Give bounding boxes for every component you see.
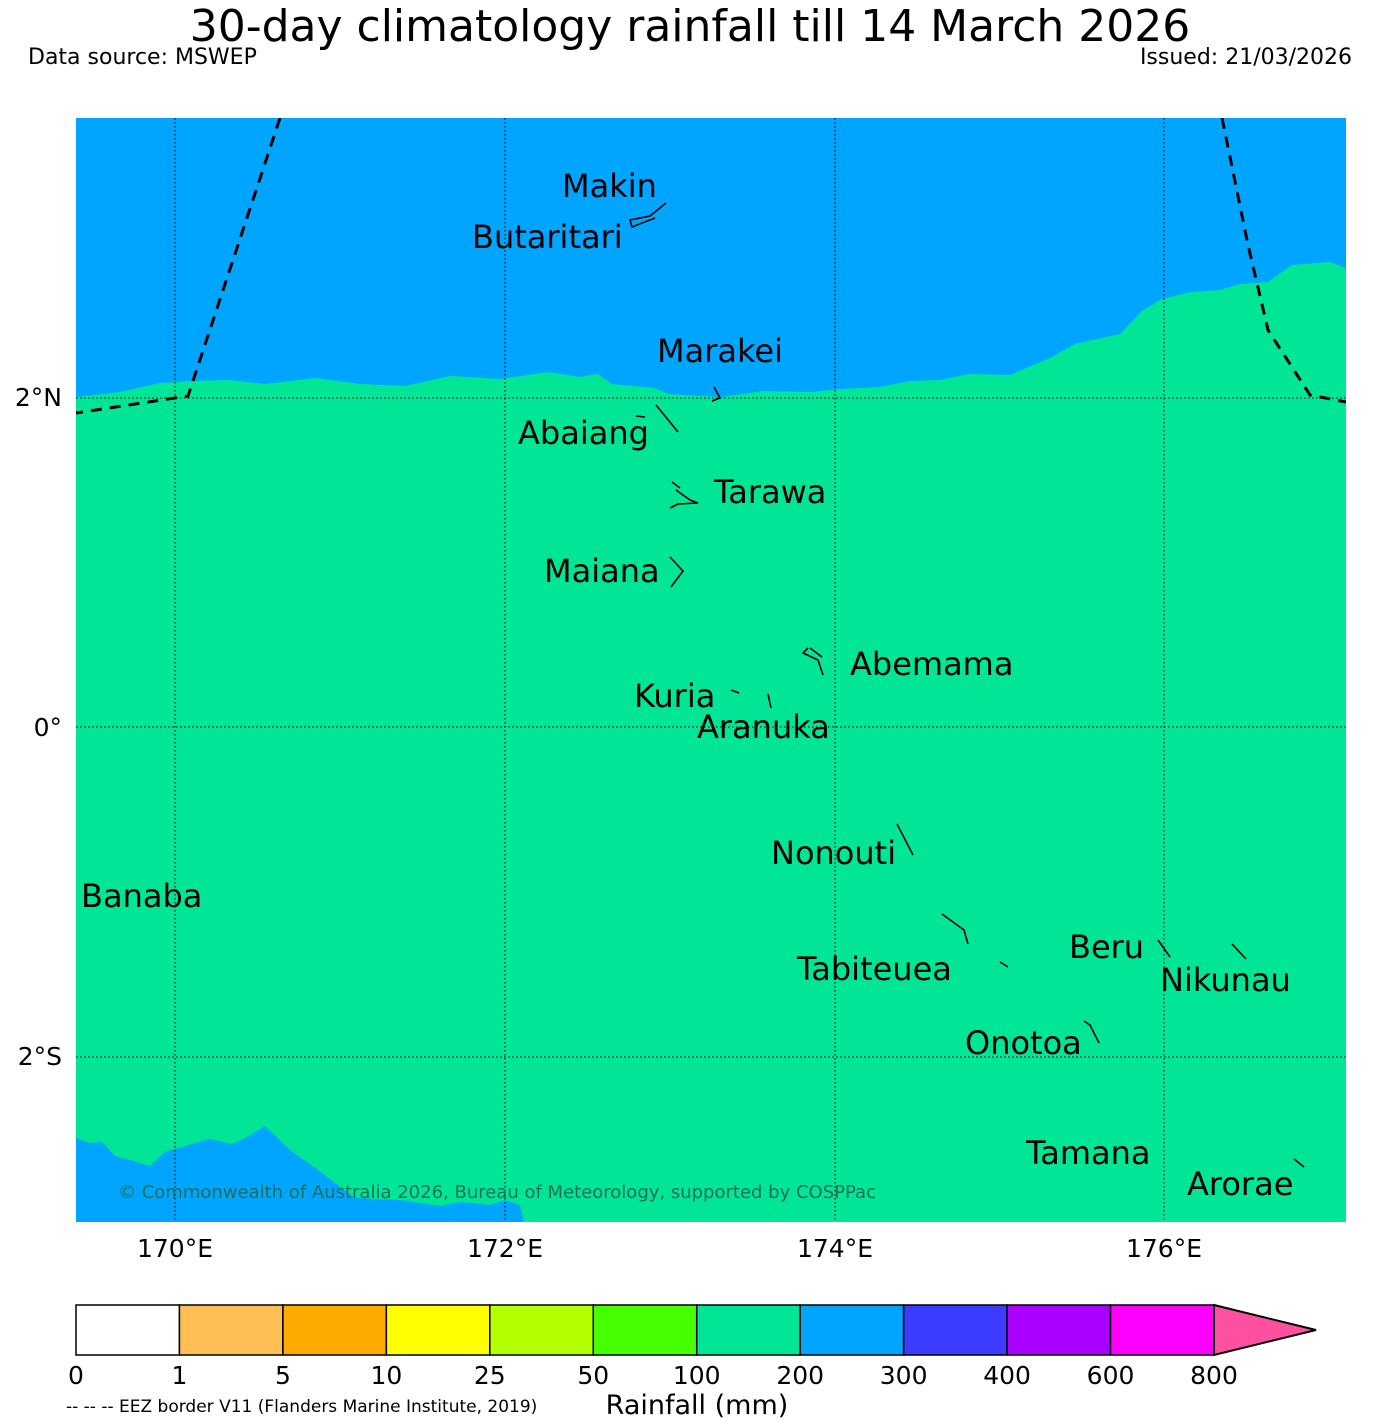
issued-date-label: Issued: 21/03/2026 [1139, 45, 1352, 70]
island-abaiang-shape [635, 404, 679, 433]
colorbar-cell-300-400 [902, 1304, 1008, 1356]
colorbar-tick-labels: 0 1 5 10 25 50 100 200 300 400 600 800 [68, 1361, 1238, 1390]
place-label-banaba: Banaba [81, 877, 202, 915]
colorbar-cell-10-25 [385, 1304, 491, 1356]
colorbar: 0 1 5 10 25 50 100 200 300 400 600 800 Rainfall (mm… [68, 1303, 1317, 1421]
map-title: 30-day climatology rainfall till 14 Marc… [189, 1, 1191, 52]
place-label-abemama: Abemama [850, 645, 1013, 683]
place-label-abaiang: Abaiang [518, 414, 649, 452]
lon-label-176e: 176°E [1126, 1234, 1202, 1263]
copyright-notice: © Commonwealth of Australia 2026, Bureau… [118, 1182, 876, 1203]
colorbar-tick-400: 400 [983, 1361, 1031, 1390]
place-label-makin: Makin [562, 167, 657, 205]
lat-label-2s: 2°S [18, 1042, 62, 1071]
island-nonouti-shape [896, 823, 914, 856]
place-label-aranuka: Aranuka [697, 708, 830, 746]
colorbar-cell-50-100 [592, 1304, 698, 1356]
colorbar-tick-100: 100 [673, 1361, 721, 1390]
colorbar-cell-25-50 [489, 1304, 595, 1356]
colorbar-cell-200-300 [799, 1304, 905, 1356]
colorbar-cell-0-1 [75, 1304, 181, 1356]
place-label-nikunau: Nikunau [1160, 961, 1291, 999]
colorbar-title: Rainfall (mm) [606, 1390, 789, 1421]
place-label-tarawa: Tarawa [713, 473, 826, 511]
island-tarawa-shape [669, 481, 699, 509]
place-label-tabiteuea: Tabiteuea [796, 950, 952, 988]
place-label-butaritari: Butaritari [472, 218, 623, 256]
colorbar-tick-300: 300 [880, 1361, 928, 1390]
colorbar-cells [75, 1304, 1215, 1356]
colorbar-extend-arrow [1213, 1303, 1317, 1357]
lon-label-170e: 170°E [137, 1234, 213, 1263]
colorbar-tick-600: 600 [1087, 1361, 1135, 1390]
colorbar-tick-800: 800 [1190, 1361, 1238, 1390]
place-label-tamana: Tamana [1025, 1134, 1151, 1172]
island-tabiteuea-north-shape [941, 913, 969, 945]
island-nikunau-shape [1231, 943, 1247, 960]
map-area: Makin Butaritari Marakei Abaiang Tarawa … [76, 118, 1346, 1222]
colorbar-tick-50: 50 [577, 1361, 609, 1390]
island-aranuka-shape [767, 693, 772, 709]
colorbar-cell-1-5 [178, 1304, 284, 1356]
graticule [76, 118, 1346, 1222]
colorbar-tick-0: 0 [68, 1361, 84, 1390]
colorbar-cell-400-600 [1006, 1304, 1112, 1356]
island-outlines [628, 202, 1305, 1168]
place-label-onotoa: Onotoa [965, 1024, 1082, 1062]
colorbar-cell-5-10 [282, 1304, 388, 1356]
data-source-label: Data source: MSWEP [28, 45, 257, 70]
colorbar-tick-1: 1 [172, 1361, 188, 1390]
colorbar-tick-200: 200 [776, 1361, 824, 1390]
rainfall-band-100-200 [76, 262, 1346, 1222]
colorbar-cell-600-800 [1109, 1304, 1215, 1356]
eez-border [76, 118, 1346, 415]
lon-label-172e: 172°E [467, 1234, 543, 1263]
island-butaritari-shape [628, 202, 667, 229]
island-abemama-shape [801, 647, 824, 676]
island-kuria-shape [730, 689, 740, 694]
place-label-marakei: Marakei [657, 332, 783, 370]
lon-label-174e: 174°E [797, 1234, 873, 1263]
island-marakei-shape [711, 386, 722, 402]
colorbar-cell-100-200 [695, 1304, 801, 1356]
place-label-maiana: Maiana [544, 552, 660, 590]
lat-label-0: 0° [34, 713, 62, 742]
eez-border-note: -- -- -- EEZ border V11 (Flanders Marine… [66, 1397, 537, 1417]
colorbar-tick-25: 25 [474, 1361, 506, 1390]
place-label-arorae: Arorae [1187, 1165, 1293, 1203]
colorbar-tick-5: 5 [275, 1361, 291, 1390]
island-arorae-shape [1293, 1158, 1305, 1168]
place-label-nonouti: Nonouti [771, 834, 896, 872]
island-tabiteuea-south-shape [999, 961, 1009, 968]
island-maiana-shape [669, 556, 685, 588]
place-labels: Makin Butaritari Marakei Abaiang Tarawa … [81, 167, 1293, 1203]
place-label-kuria: Kuria [634, 677, 715, 715]
island-beru-shape [1157, 939, 1171, 958]
island-onotoa-shape [1083, 1020, 1100, 1044]
axis-labels: 170°E 172°E 174°E 176°E 2°N 0° 2°S [15, 383, 1202, 1263]
colorbar-tick-10: 10 [370, 1361, 402, 1390]
place-label-beru: Beru [1069, 928, 1144, 966]
lat-label-2n: 2°N [15, 383, 62, 412]
